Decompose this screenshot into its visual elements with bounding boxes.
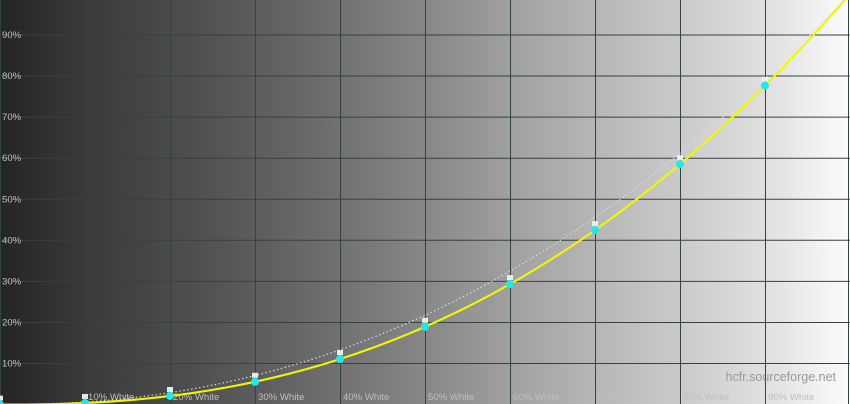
svg-text:50% White: 50% White [428,392,474,403]
svg-text:40%: 40% [2,235,22,246]
svg-text:50%: 50% [2,194,22,205]
svg-text:30% White: 30% White [258,392,304,403]
svg-text:90% White: 90% White [768,392,814,403]
svg-text:60%: 60% [2,153,22,164]
svg-text:20%: 20% [2,318,22,329]
svg-text:60% White: 60% White [513,392,559,403]
svg-text:80% White: 80% White [683,392,729,403]
svg-text:70%: 70% [2,112,22,123]
svg-text:40% White: 40% White [343,392,389,403]
svg-text:10%: 10% [2,359,22,370]
svg-text:80%: 80% [2,71,22,82]
svg-text:30%: 30% [2,276,22,287]
svg-text:90%: 90% [2,30,22,41]
svg-text:70% White: 70% White [598,392,644,403]
svg-text:hcfr.sourceforge.net: hcfr.sourceforge.net [726,370,837,384]
